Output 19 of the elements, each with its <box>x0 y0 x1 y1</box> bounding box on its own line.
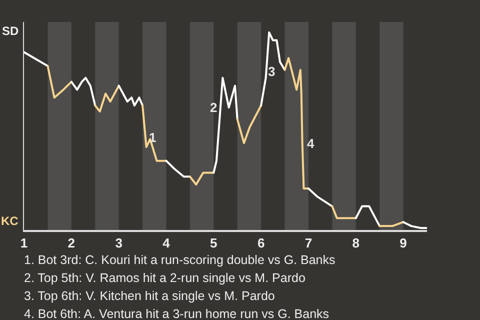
x-tick-label: 8 <box>352 236 360 251</box>
x-tick-label: 4 <box>162 236 171 251</box>
annotation: 2 <box>210 100 218 115</box>
x-tick-label: 5 <box>210 236 218 251</box>
annotation: 1 <box>149 130 156 145</box>
text: 4. Bot 6th: A. Ventura hit a 3-run home run vs G. Banks <box>24 307 330 320</box>
text: 2. Top 5th: V. Ramos hit a 2-run single vs M. Pardo <box>24 271 306 285</box>
text: KC <box>1 214 19 228</box>
x-tick-label: 7 <box>304 236 312 251</box>
x-tick-label: 9 <box>400 236 407 251</box>
x-tick-label: 2 <box>68 236 76 251</box>
text: 3. Top 6th: V. Kitchen hit a single vs M. Pardo <box>24 289 275 303</box>
x-tick-label: 3 <box>115 236 122 251</box>
text: 1. Bot 3rd: C. Kouri hit a run-scoring double vs G. Banks <box>24 253 336 267</box>
x-tick-label: 1 <box>20 236 28 251</box>
text: SD <box>2 24 20 38</box>
annotation: 3 <box>268 64 276 79</box>
annotation: 4 <box>307 136 315 151</box>
x-tick-label: 6 <box>257 236 265 251</box>
